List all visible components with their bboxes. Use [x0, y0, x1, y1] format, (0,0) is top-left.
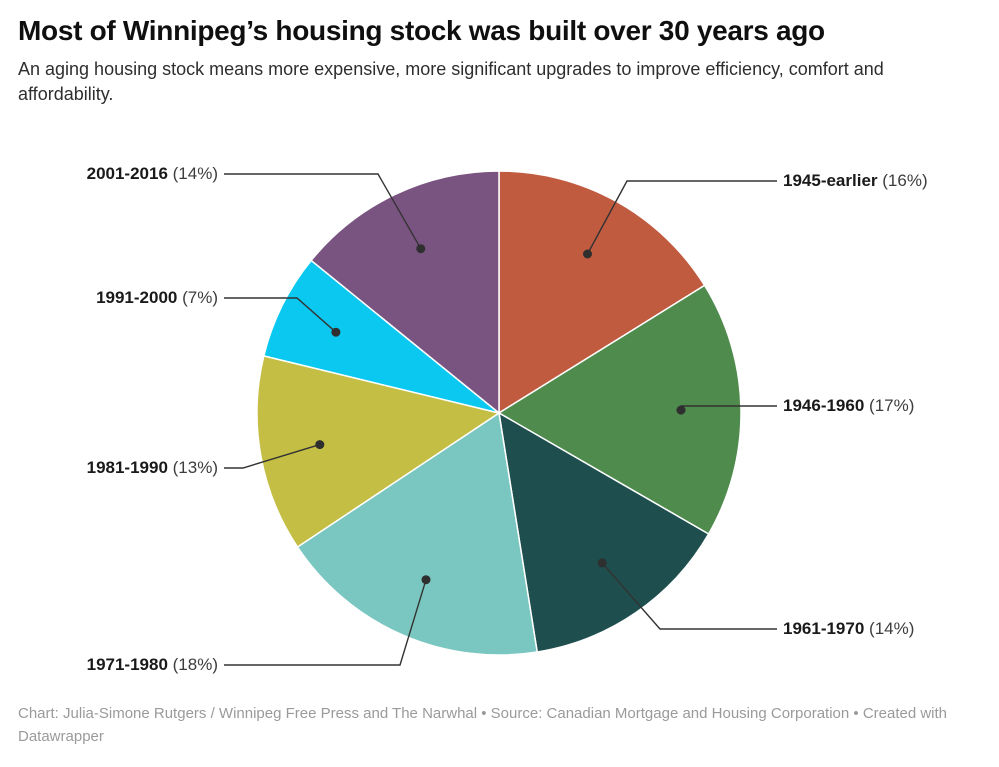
chart-subtitle: An aging housing stock means more expens… [18, 59, 884, 104]
chart-header: Most of Winnipeg’s housing stock was bui… [18, 14, 981, 107]
chart-credits: Chart: Julia-Simone Rutgers / Winnipeg F… [18, 705, 948, 745]
connector-dot-1961-1970 [597, 558, 607, 568]
connector-dot-1946-1960 [676, 405, 686, 415]
connector-dot-1981-1990 [315, 440, 325, 450]
pie-slice-1961-1970[interactable] [498, 412, 710, 653]
label-connector-1981-1990 [224, 443, 321, 469]
label-connector-1971-1980 [224, 579, 427, 666]
label-connector-1961-1970 [601, 562, 777, 630]
pie-slice-1991-2000[interactable] [263, 259, 500, 414]
chart-title: Most of Winnipeg’s housing stock was bui… [18, 15, 825, 46]
label-connector-2001-2016 [224, 173, 422, 250]
label-connector-1991-2000 [224, 297, 337, 333]
connector-dot-1991-2000 [331, 327, 341, 337]
pie-slice-1971-1980[interactable] [296, 412, 538, 656]
label-connector-1945-earlier [586, 180, 777, 255]
connector-dot-1945-earlier [583, 249, 592, 259]
connector-dot-1971-1980 [421, 575, 431, 585]
pie-slice-1946-1960[interactable] [498, 284, 742, 535]
connector-dot-2001-2016 [416, 244, 426, 254]
pie-slice-1981-1990[interactable] [256, 355, 500, 548]
pie-slice-2001-2016[interactable] [310, 170, 500, 414]
